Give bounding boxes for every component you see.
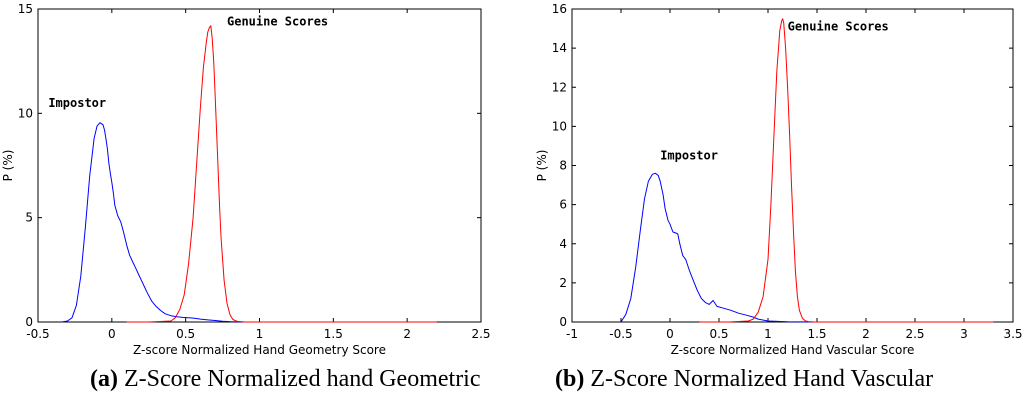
caption-b-text: Z-Score Normalized Hand Vascular: [584, 366, 934, 392]
b-xtick-label: 3: [960, 327, 968, 341]
a-plot-frame: [37, 8, 482, 323]
a-annotation-impostor: Impostor: [48, 96, 106, 110]
a-xtick-label: 2: [403, 327, 411, 341]
caption-a-text: Z-Score Normalized hand Geometric: [117, 366, 481, 392]
b-xtick-label: 0: [666, 327, 674, 341]
b-annotation-genuine: Genuine Scores: [788, 20, 889, 34]
b-ytick-label: 2: [559, 276, 567, 290]
b-ytick-label: 8: [559, 159, 567, 173]
a-xtick-label: 1: [256, 327, 264, 341]
b-xtick-label: -0.5: [609, 327, 632, 341]
b-ytick-label: 10: [552, 119, 567, 133]
b-ytick-label: 0: [559, 315, 567, 329]
b-ytick-label: 6: [559, 198, 567, 212]
b-xtick-label: 1.5: [807, 327, 826, 341]
a-xtick-label: 0.5: [176, 327, 195, 341]
b-ytick-label: 14: [552, 41, 567, 55]
a-ytick-label: 15: [18, 2, 33, 16]
caption-b: (b) Z-Score Normalized Hand Vascular: [555, 366, 933, 393]
b-ytick-label: 12: [552, 80, 567, 94]
a-series-genuine-line: [126, 25, 437, 323]
a-annotation-genuine: Genuine Scores: [227, 15, 328, 29]
b-series-impostor-line: [620, 172, 984, 323]
b-x-axis-title: Z-score Normalized Hand Vascular Score: [671, 343, 915, 357]
b-xtick-label: 2: [862, 327, 870, 341]
a-ytick-label: 5: [25, 211, 33, 225]
b-series-genuine-line: [699, 18, 994, 323]
b-xtick-label: 0.5: [709, 327, 728, 341]
b-xtick-label: 1: [764, 327, 772, 341]
a-xtick-label: 1.5: [324, 327, 343, 341]
a-xtick-label: -0.5: [26, 327, 49, 341]
a-series-impostor-line: [61, 122, 260, 323]
a-xtick-label: 2.5: [471, 327, 490, 341]
b-y-axis-title: P (%): [535, 150, 549, 182]
b-ytick-label: 16: [552, 2, 567, 16]
a-y-axis-title: P (%): [1, 150, 15, 182]
a-xtick-label: 0: [108, 327, 116, 341]
a-ytick-label: 10: [18, 106, 33, 120]
caption-a-tag: (a): [90, 366, 118, 392]
a-ytick-label: 0: [25, 315, 33, 329]
b-xtick-label: 2.5: [905, 327, 924, 341]
b-annotation-impostor: Impostor: [660, 149, 718, 163]
chart-b: -1 -0.5 0 0.5 1 1.5 2 2.5 3 3.5 0 2 4 6 8 10 12 14 16 Z-sco…: [535, 2, 1023, 357]
b-xtick-label: -1: [566, 327, 578, 341]
a-x-axis-title: Z-score Normalized Hand Geometry Score: [133, 343, 386, 357]
caption-b-tag: (b): [555, 366, 585, 392]
b-plot-frame: [571, 8, 1014, 323]
b-ytick-label: 4: [559, 237, 567, 251]
b-xtick-label: 3.5: [1003, 327, 1022, 341]
caption-a: (a) Z-Score Normalized hand Geometric: [90, 366, 481, 393]
